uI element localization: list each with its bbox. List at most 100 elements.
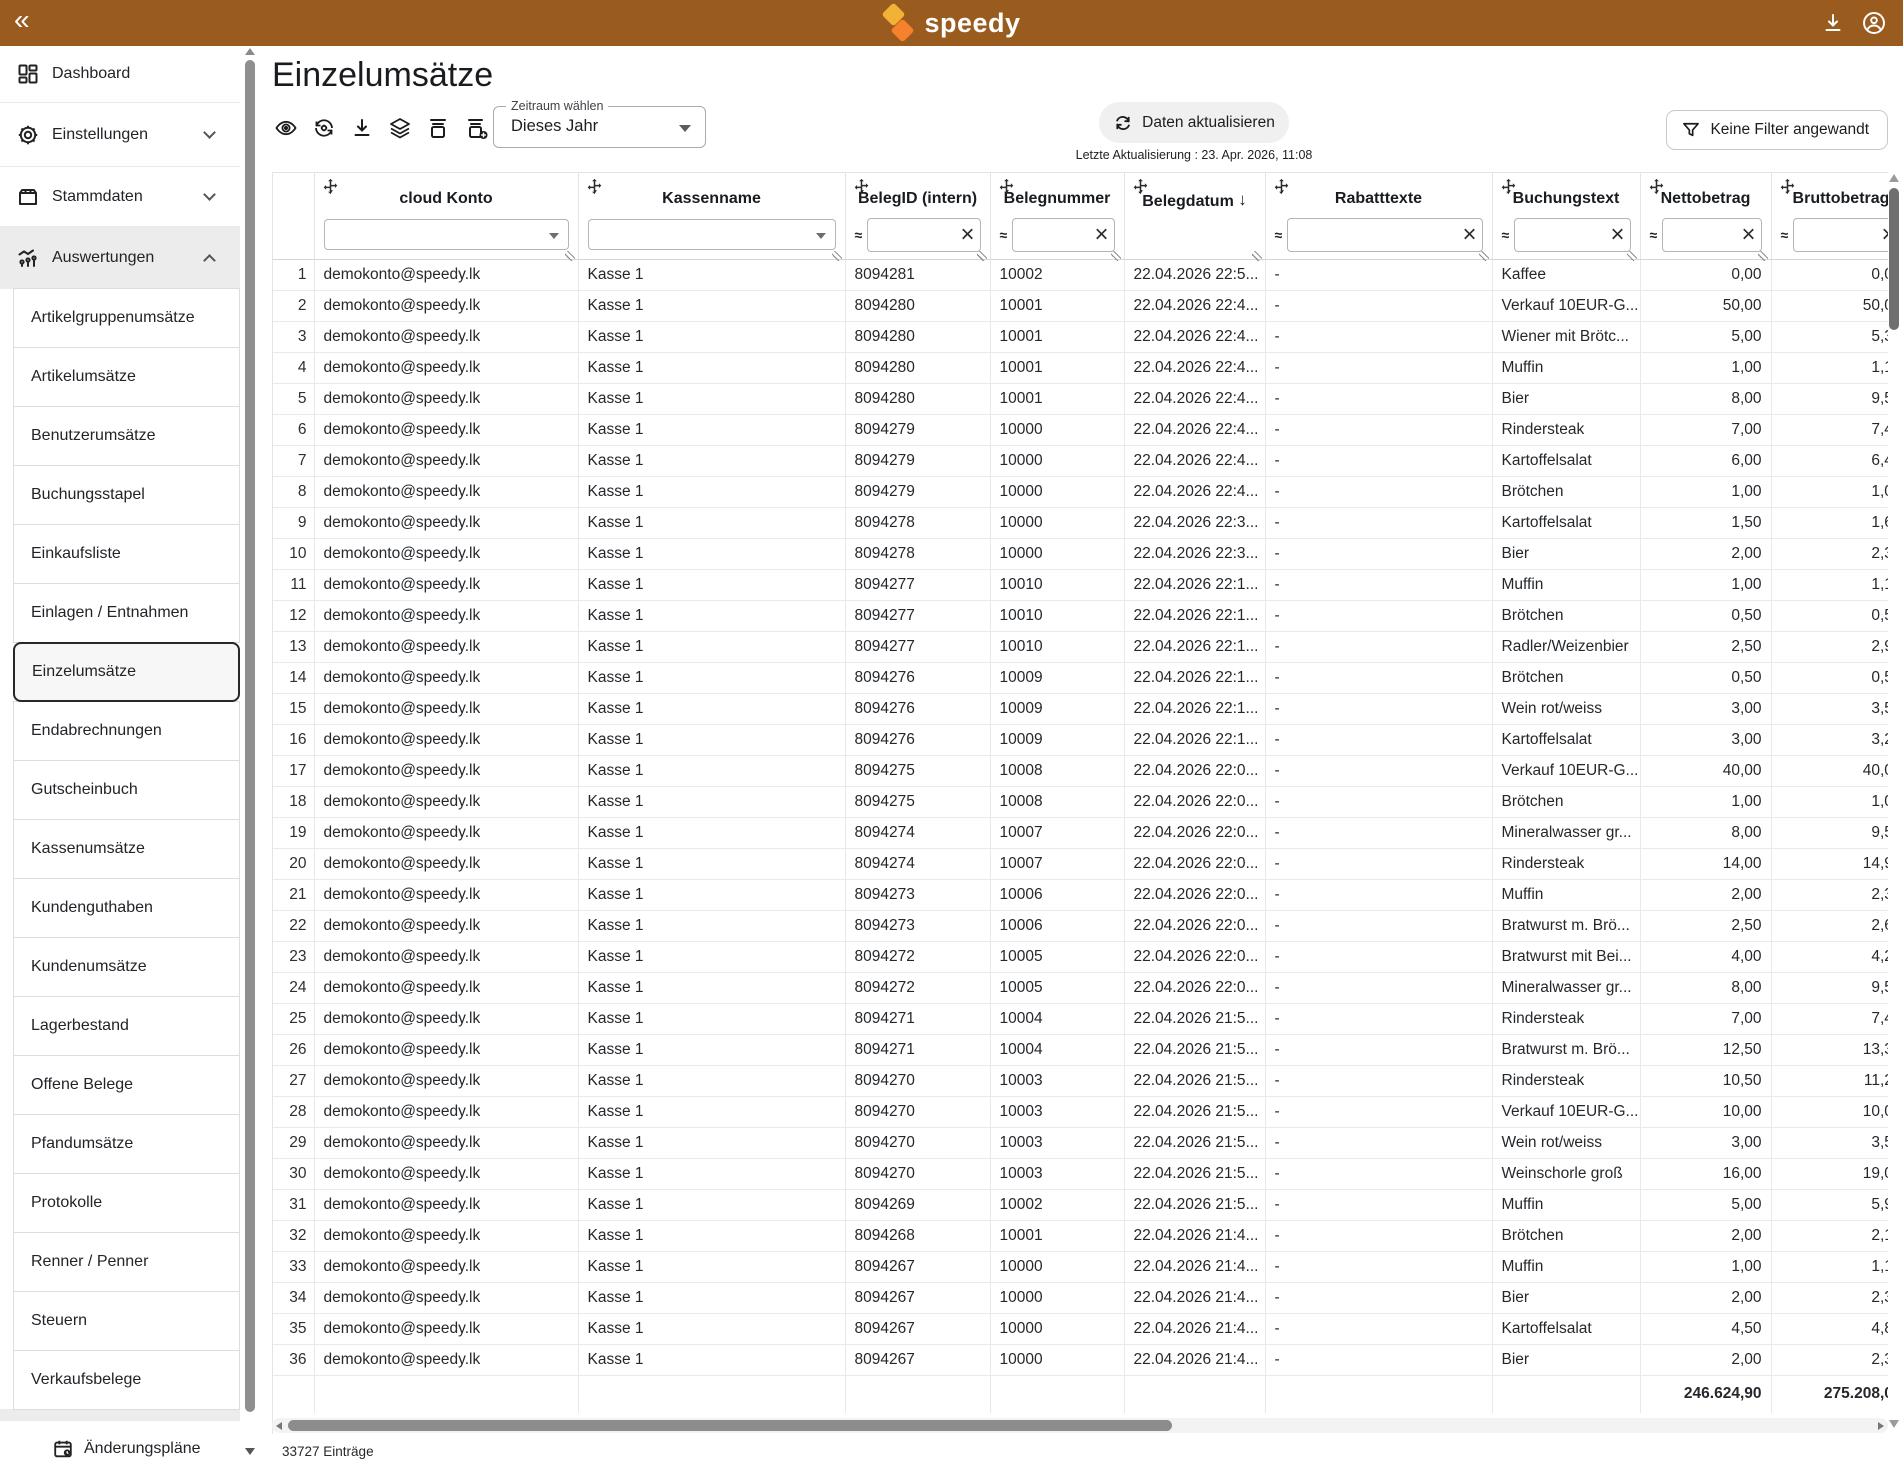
column-resize-handle[interactable] xyxy=(565,251,575,261)
table-row[interactable]: 35 demokonto@speedy.lk Kasse 1 8094267 1… xyxy=(273,1313,1888,1344)
table-row[interactable]: 25 demokonto@speedy.lk Kasse 1 8094271 1… xyxy=(273,1003,1888,1034)
table-row[interactable]: 4 demokonto@speedy.lk Kasse 1 8094280 10… xyxy=(273,352,1888,383)
scrollbar-thumb[interactable] xyxy=(1889,188,1899,330)
table-row[interactable]: 11 demokonto@speedy.lk Kasse 1 8094277 1… xyxy=(273,569,1888,600)
table-row[interactable]: 13 demokonto@speedy.lk Kasse 1 8094277 1… xyxy=(273,631,1888,662)
table-row[interactable]: 33 demokonto@speedy.lk Kasse 1 8094267 1… xyxy=(273,1251,1888,1282)
download-icon[interactable] xyxy=(1821,11,1845,35)
download-icon[interactable] xyxy=(350,116,374,140)
drag-column-icon[interactable] xyxy=(1648,178,1665,195)
column-resize-handle[interactable] xyxy=(1111,251,1121,261)
column-header-buchungstext[interactable]: Buchungstext ≈× xyxy=(1492,173,1640,259)
scroll-left-arrow[interactable] xyxy=(276,1422,282,1430)
scroll-up-arrow[interactable] xyxy=(1889,174,1899,182)
table-row[interactable]: 12 demokonto@speedy.lk Kasse 1 8094277 1… xyxy=(273,600,1888,631)
sidebar-subitem[interactable]: Kundenguthaben xyxy=(13,878,240,938)
drag-column-icon[interactable] xyxy=(1779,178,1796,195)
table-row[interactable]: 21 demokonto@speedy.lk Kasse 1 8094273 1… xyxy=(273,879,1888,910)
filter-input-rabatttexte[interactable]: × xyxy=(1287,218,1482,252)
table-row[interactable]: 9 demokonto@speedy.lk Kasse 1 8094278 10… xyxy=(273,507,1888,538)
scroll-up-arrow[interactable] xyxy=(245,48,255,55)
table-row[interactable]: 6 demokonto@speedy.lk Kasse 1 8094279 10… xyxy=(273,414,1888,445)
table-row[interactable]: 29 demokonto@speedy.lk Kasse 1 8094270 1… xyxy=(273,1127,1888,1158)
sidebar-item-auswertungen[interactable]: Auswertungen xyxy=(0,227,240,289)
table-row[interactable]: 16 demokonto@speedy.lk Kasse 1 8094276 1… xyxy=(273,724,1888,755)
scroll-down-arrow[interactable] xyxy=(245,1448,255,1455)
filter-select-kassenname[interactable] xyxy=(588,219,836,250)
table-row[interactable]: 20 demokonto@speedy.lk Kasse 1 8094274 1… xyxy=(273,848,1888,879)
drag-column-icon[interactable] xyxy=(1500,178,1517,195)
clear-filter-icon[interactable]: × xyxy=(960,220,974,250)
table-row[interactable]: 26 demokonto@speedy.lk Kasse 1 8094271 1… xyxy=(273,1034,1888,1065)
sidebar-subitem[interactable]: Einkaufsliste xyxy=(13,524,240,584)
scrollbar-thumb[interactable] xyxy=(245,60,255,1412)
sidebar-subitem[interactable]: Steuern xyxy=(13,1291,240,1351)
table-row[interactable]: 28 demokonto@speedy.lk Kasse 1 8094270 1… xyxy=(273,1096,1888,1127)
filter-input-buchungstext[interactable]: × xyxy=(1514,218,1630,252)
column-resize-handle[interactable] xyxy=(832,251,842,261)
drag-column-icon[interactable] xyxy=(1273,178,1290,195)
table-row[interactable]: 5 demokonto@speedy.lk Kasse 1 8094280 10… xyxy=(273,383,1888,414)
table-row[interactable]: 22 demokonto@speedy.lk Kasse 1 8094273 1… xyxy=(273,910,1888,941)
filter-input-belegid[interactable]: × xyxy=(867,218,980,252)
column-resize-handle[interactable] xyxy=(1479,251,1489,261)
clear-filter-icon[interactable]: × xyxy=(1094,220,1108,250)
column-header-nettobetrag[interactable]: Nettobetrag ≈× xyxy=(1640,173,1771,259)
filter-select-cloud-konto[interactable] xyxy=(324,219,569,250)
column-header-belegid[interactable]: BelegID (intern) ≈× xyxy=(845,173,990,259)
archive-icon[interactable] xyxy=(426,116,450,140)
sidebar-subitem[interactable]: Kundenumsätze xyxy=(13,937,240,997)
drag-column-icon[interactable] xyxy=(586,178,603,195)
sidebar-subitem[interactable]: Protokolle xyxy=(13,1173,240,1233)
refresh-data-button[interactable]: Daten aktualisieren xyxy=(1099,102,1289,143)
table-row[interactable]: 34 demokonto@speedy.lk Kasse 1 8094267 1… xyxy=(273,1282,1888,1313)
column-header-rabatttexte[interactable]: Rabatttexte ≈× xyxy=(1265,173,1492,259)
layers-icon[interactable] xyxy=(388,116,412,140)
sidebar-subitem[interactable]: Lagerbestand xyxy=(13,996,240,1056)
filter-input-bruttobetrag[interactable]: × xyxy=(1793,218,1888,252)
table-row[interactable]: 30 demokonto@speedy.lk Kasse 1 8094270 1… xyxy=(273,1158,1888,1189)
table-row[interactable]: 14 demokonto@speedy.lk Kasse 1 8094276 1… xyxy=(273,662,1888,693)
table-row[interactable]: 31 demokonto@speedy.lk Kasse 1 8094269 1… xyxy=(273,1189,1888,1220)
sidebar-subitem[interactable]: Einzelumsätze xyxy=(13,642,240,702)
column-resize-handle[interactable] xyxy=(1627,251,1637,261)
table-row[interactable]: 24 demokonto@speedy.lk Kasse 1 8094272 1… xyxy=(273,972,1888,1003)
column-resize-handle[interactable] xyxy=(1758,251,1768,261)
column-resize-handle[interactable] xyxy=(977,251,987,261)
column-header-bruttobetrag[interactable]: Bruttobetrag ≈× xyxy=(1771,173,1888,259)
clear-filter-icon[interactable]: × xyxy=(1462,220,1476,250)
table-row[interactable]: 17 demokonto@speedy.lk Kasse 1 8094275 1… xyxy=(273,755,1888,786)
filter-status-button[interactable]: Keine Filter angewandt xyxy=(1666,110,1888,150)
column-header-belegnummer[interactable]: Belegnummer ≈× xyxy=(990,173,1124,259)
table-row[interactable]: 2 demokonto@speedy.lk Kasse 1 8094280 10… xyxy=(273,290,1888,321)
column-header-cloud-konto[interactable]: cloud Konto xyxy=(314,173,578,259)
scrollbar-thumb[interactable] xyxy=(288,1420,1172,1431)
sidebar-subitem[interactable]: Benutzerumsätze xyxy=(13,406,240,466)
table-row[interactable]: 8 demokonto@speedy.lk Kasse 1 8094279 10… xyxy=(273,476,1888,507)
table-row[interactable]: 23 demokonto@speedy.lk Kasse 1 8094272 1… xyxy=(273,941,1888,972)
period-select[interactable]: Zeitraum wählen Dieses Jahr xyxy=(493,106,706,148)
sidebar-subitem[interactable]: Gutscheinbuch xyxy=(13,760,240,820)
scroll-down-arrow[interactable] xyxy=(1889,1420,1899,1428)
sidebar-subitem[interactable]: Pfandumsätze xyxy=(13,1114,240,1174)
table-row[interactable]: 18 demokonto@speedy.lk Kasse 1 8094275 1… xyxy=(273,786,1888,817)
column-header-kassenname[interactable]: Kassenname xyxy=(578,173,845,259)
horizontal-scrollbar[interactable] xyxy=(272,1418,1888,1433)
sidebar-subitem[interactable]: Offene Belege xyxy=(13,1055,240,1115)
sidebar-subitem[interactable]: Artikelgruppenumsätze xyxy=(13,288,240,348)
table-row[interactable]: 36 demokonto@speedy.lk Kasse 1 8094267 1… xyxy=(273,1344,1888,1375)
sidebar-subitem[interactable]: Buchungsstapel xyxy=(13,465,240,525)
clear-filter-icon[interactable]: × xyxy=(1741,220,1755,250)
refresh-settings-icon[interactable] xyxy=(312,116,336,140)
sidebar-subitem[interactable]: Artikelumsätze xyxy=(13,347,240,407)
scroll-right-arrow[interactable] xyxy=(1878,1422,1884,1430)
sidebar-subitem[interactable]: Endabrechnungen xyxy=(13,701,240,761)
sidebar-item-stammdaten[interactable]: Stammdaten xyxy=(0,167,240,227)
vertical-scrollbar[interactable] xyxy=(1888,174,1901,1430)
sidebar-subitem[interactable]: Renner / Penner xyxy=(13,1232,240,1292)
sidebar-item-aenderungsplaene[interactable]: Änderungspläne xyxy=(0,1421,240,1477)
filter-input-belegnummer[interactable]: × xyxy=(1012,218,1114,252)
sidebar-subitem[interactable]: Kassenumsätze xyxy=(13,819,240,879)
clear-filter-icon[interactable]: × xyxy=(1610,220,1624,250)
archive-add-icon[interactable] xyxy=(464,116,488,140)
